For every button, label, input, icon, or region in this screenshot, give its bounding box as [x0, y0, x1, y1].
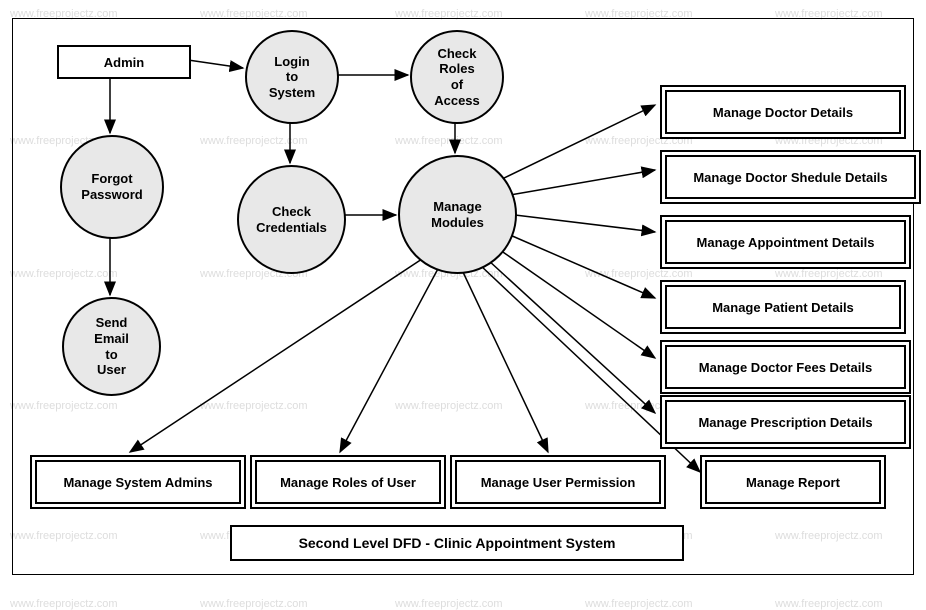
store-report: Manage Report — [700, 455, 886, 509]
process-check-roles: CheckRolesofAccess — [410, 30, 504, 124]
title-text: Second Level DFD - Clinic Appointment Sy… — [299, 535, 616, 551]
diagram-title: Second Level DFD - Clinic Appointment Sy… — [230, 525, 684, 561]
store-prescription-details: Manage Prescription Details — [660, 395, 911, 449]
process-login: LogintoSystem — [245, 30, 339, 124]
store-user-permission: Manage User Permission — [450, 455, 666, 509]
watermark-text: www.freeprojectz.com — [775, 598, 883, 610]
watermark-text: www.freeprojectz.com — [200, 598, 308, 610]
store-doctor-details: Manage Doctor Details — [660, 85, 906, 139]
label: LogintoSystem — [269, 54, 315, 101]
label: Manage Doctor Details — [713, 105, 853, 120]
label: CheckRolesofAccess — [434, 46, 480, 108]
label: Manage Report — [746, 475, 840, 490]
label: Manage Appointment Details — [697, 235, 875, 250]
watermark-text: www.freeprojectz.com — [585, 598, 693, 610]
label: Manage Doctor Shedule Details — [693, 170, 887, 185]
process-forgot-password: ForgotPassword — [60, 135, 164, 239]
store-fees-details: Manage Doctor Fees Details — [660, 340, 911, 394]
label: Admin — [104, 55, 144, 70]
process-manage-modules: ManageModules — [398, 155, 517, 274]
label: Manage Doctor Fees Details — [699, 360, 872, 375]
label: Manage System Admins — [63, 475, 212, 490]
label: ForgotPassword — [81, 171, 142, 202]
watermark-text: www.freeprojectz.com — [10, 598, 118, 610]
label: Manage Roles of User — [280, 475, 416, 490]
entity-admin: Admin — [57, 45, 191, 79]
store-patient-details: Manage Patient Details — [660, 280, 906, 334]
label: CheckCredentials — [256, 204, 327, 235]
label: ManageModules — [431, 199, 484, 230]
label: Manage Patient Details — [712, 300, 854, 315]
store-roles-of-user: Manage Roles of User — [250, 455, 446, 509]
store-system-admins: Manage System Admins — [30, 455, 246, 509]
store-appointment-details: Manage Appointment Details — [660, 215, 911, 269]
watermark-text: www.freeprojectz.com — [395, 598, 503, 610]
process-check-credentials: CheckCredentials — [237, 165, 346, 274]
label: Manage Prescription Details — [698, 415, 872, 430]
label: Manage User Permission — [481, 475, 636, 490]
label: SendEmailtoUser — [94, 315, 129, 377]
process-send-email: SendEmailtoUser — [62, 297, 161, 396]
store-schedule-details: Manage Doctor Shedule Details — [660, 150, 921, 204]
